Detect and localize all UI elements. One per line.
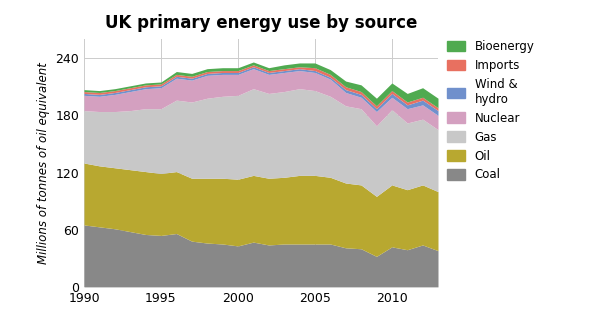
Title: UK primary energy use by source: UK primary energy use by source — [105, 14, 417, 32]
Y-axis label: Millions of tonnes of oil equivalent: Millions of tonnes of oil equivalent — [37, 62, 50, 264]
Legend: Bioenergy, Imports, Wind &
hydro, Nuclear, Gas, Oil, Coal: Bioenergy, Imports, Wind & hydro, Nuclea… — [448, 40, 535, 182]
